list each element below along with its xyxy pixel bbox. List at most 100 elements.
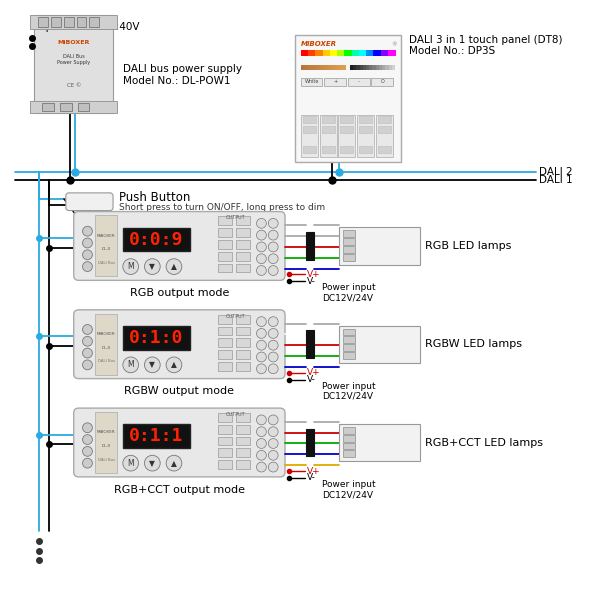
Text: RGB LED lamps: RGB LED lamps <box>425 241 511 251</box>
Bar <box>305 232 314 260</box>
Text: V-: V- <box>307 277 316 286</box>
Bar <box>343 344 355 351</box>
Circle shape <box>145 357 160 373</box>
Text: ▲: ▲ <box>171 361 177 370</box>
Text: Power input
DC12V/24V: Power input DC12V/24V <box>322 382 376 401</box>
Bar <box>378 146 391 152</box>
Text: ®: ® <box>392 42 397 47</box>
Circle shape <box>83 434 92 445</box>
Bar <box>314 65 317 70</box>
Bar <box>236 252 250 260</box>
Bar <box>123 228 190 251</box>
Text: M: M <box>127 262 134 271</box>
Circle shape <box>257 451 266 460</box>
Bar <box>236 460 250 469</box>
Bar <box>236 338 250 347</box>
Bar <box>340 65 343 70</box>
Bar <box>343 352 355 359</box>
Bar <box>31 15 117 29</box>
Text: RGB+CCT LED lamps: RGB+CCT LED lamps <box>425 437 542 448</box>
Bar <box>218 460 232 469</box>
Circle shape <box>83 226 92 236</box>
Circle shape <box>268 415 278 425</box>
Bar <box>51 17 61 27</box>
Text: 0:0:9: 0:0:9 <box>129 230 184 248</box>
Text: +: + <box>333 79 337 85</box>
Bar <box>322 146 335 152</box>
Text: Input: AC100~240V: Input: AC100~240V <box>37 22 140 32</box>
Bar <box>376 65 379 70</box>
Bar <box>356 65 360 70</box>
Circle shape <box>268 451 278 460</box>
Bar <box>303 126 316 133</box>
Text: ▼: ▼ <box>149 361 155 370</box>
FancyBboxPatch shape <box>66 193 113 211</box>
Bar <box>392 65 395 70</box>
Bar <box>333 65 337 70</box>
Text: M: M <box>127 361 134 370</box>
Bar <box>305 429 314 456</box>
Bar <box>380 50 388 56</box>
Bar <box>339 326 419 363</box>
Bar <box>378 126 391 133</box>
Circle shape <box>83 348 92 358</box>
Bar <box>34 15 113 113</box>
Circle shape <box>268 364 278 374</box>
Text: V+: V+ <box>307 270 320 279</box>
Text: Power input
DC12V/24V: Power input DC12V/24V <box>322 480 376 499</box>
Text: DALI 1: DALI 1 <box>539 175 572 185</box>
Text: DL-X: DL-X <box>101 444 111 448</box>
Bar <box>218 315 232 323</box>
Bar <box>379 65 382 70</box>
Bar <box>388 50 395 56</box>
Bar <box>376 115 393 157</box>
Bar <box>64 17 74 27</box>
Bar <box>359 116 372 123</box>
Bar <box>373 65 376 70</box>
Bar <box>123 326 190 350</box>
Text: RGB+CCT output mode: RGB+CCT output mode <box>114 485 245 495</box>
Circle shape <box>145 259 160 274</box>
Text: MiBOXER: MiBOXER <box>97 430 116 434</box>
Circle shape <box>83 238 92 248</box>
Bar <box>236 217 250 226</box>
Circle shape <box>83 337 92 346</box>
Text: V-: V- <box>307 375 316 384</box>
Bar <box>315 50 323 56</box>
Text: MiBOXER: MiBOXER <box>301 41 337 47</box>
Text: -: - <box>358 79 359 85</box>
Text: ▼: ▼ <box>149 262 155 271</box>
Bar <box>352 50 359 56</box>
Text: M: M <box>127 458 134 467</box>
Circle shape <box>123 259 139 274</box>
Circle shape <box>268 242 278 252</box>
Bar <box>60 103 72 112</box>
Circle shape <box>257 462 266 472</box>
Text: O: O <box>380 79 384 85</box>
Text: DALI Bus: DALI Bus <box>98 261 115 265</box>
Text: CE ©: CE © <box>67 83 81 88</box>
Bar <box>310 65 314 70</box>
Bar <box>343 254 355 260</box>
Bar <box>236 362 250 371</box>
Bar <box>348 78 370 86</box>
Circle shape <box>268 317 278 326</box>
Bar <box>343 230 355 237</box>
Circle shape <box>166 455 182 471</box>
Bar <box>340 146 353 152</box>
Circle shape <box>257 317 266 326</box>
Text: DL-X: DL-X <box>101 346 111 350</box>
Bar <box>366 65 370 70</box>
Circle shape <box>257 230 266 240</box>
Circle shape <box>257 242 266 252</box>
Bar <box>338 115 355 157</box>
Bar <box>218 252 232 260</box>
Circle shape <box>268 266 278 275</box>
Text: ▼: ▼ <box>149 458 155 467</box>
Bar <box>218 448 232 457</box>
Bar <box>343 451 355 457</box>
Text: RGBW LED lamps: RGBW LED lamps <box>425 339 521 349</box>
Text: DALI Bus
Power Supply: DALI Bus Power Supply <box>57 53 90 65</box>
Bar <box>343 337 355 343</box>
Text: DALI 2: DALI 2 <box>539 167 572 177</box>
